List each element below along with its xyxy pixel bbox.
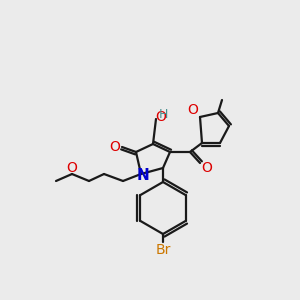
Text: O: O [188,103,198,117]
Text: O: O [156,110,167,124]
Text: O: O [110,140,120,154]
Text: H: H [158,107,168,121]
Text: O: O [202,161,212,175]
Text: N: N [136,167,149,182]
Text: O: O [67,161,77,175]
Text: Br: Br [155,243,171,257]
